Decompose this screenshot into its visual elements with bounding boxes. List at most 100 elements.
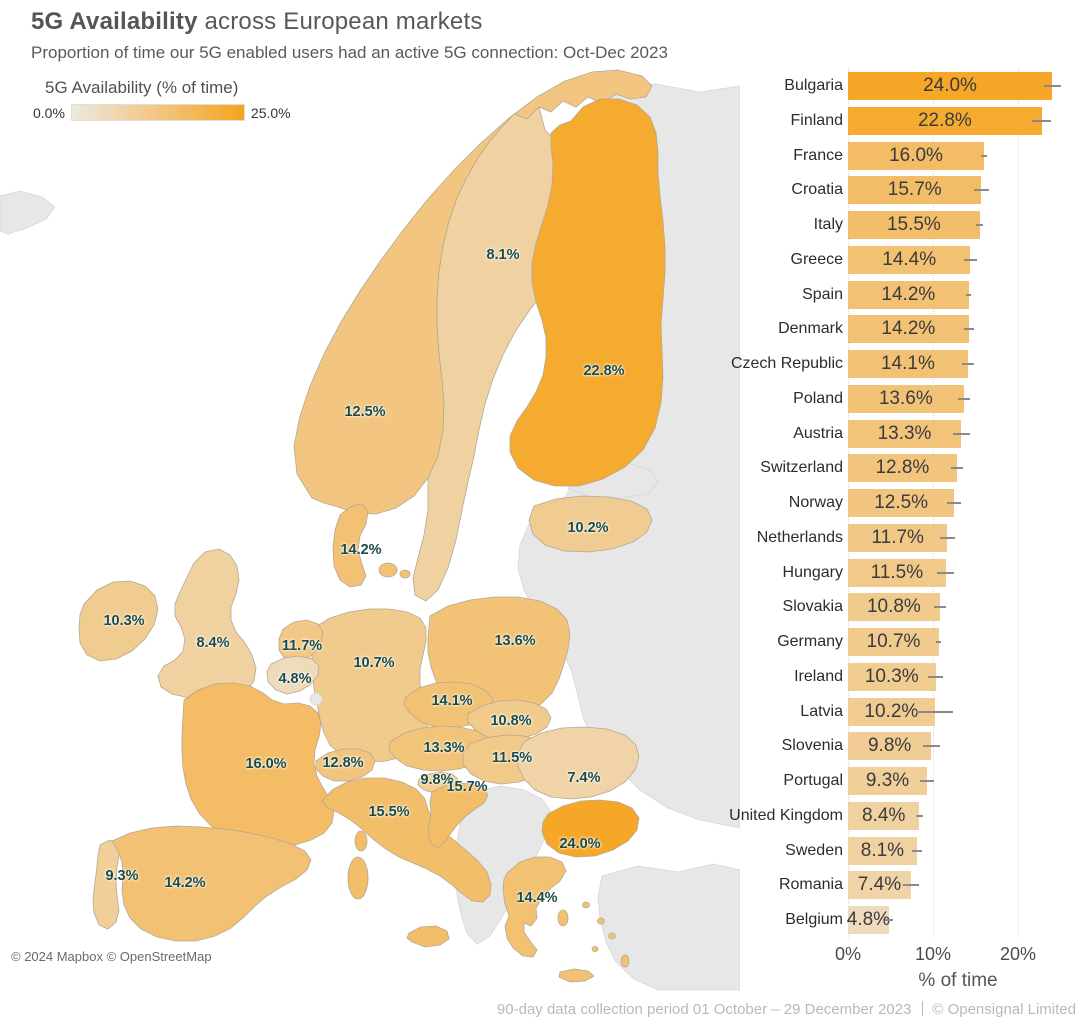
error-bar: [950, 467, 963, 470]
bar-category-label: Finland: [790, 111, 843, 129]
map-country-sicily[interactable]: [406, 925, 450, 948]
map-country-bulgaria[interactable]: [541, 799, 640, 858]
bar-category-label: Czech Republic: [730, 355, 843, 372]
bar[interactable]: 10.7%: [848, 628, 939, 656]
bar-category-label: Italy: [813, 216, 843, 233]
bar-value-label: 10.2%: [864, 700, 919, 722]
bar[interactable]: 14.2%: [848, 315, 969, 344]
map-country-greek-island[interactable]: [597, 917, 605, 925]
bar[interactable]: 13.3%: [848, 419, 962, 448]
bar-value-label: 10.3%: [864, 665, 919, 687]
map-country-denmark[interactable]: [332, 503, 369, 588]
bar-category-label: Portugal: [783, 772, 843, 789]
map-country-switzerland[interactable]: [315, 748, 376, 782]
map-country-latvia[interactable]: [528, 495, 653, 553]
bar[interactable]: 15.7%: [848, 176, 982, 205]
error-bar: [963, 258, 978, 261]
bar[interactable]: 14.1%: [848, 350, 968, 378]
bar[interactable]: 16.0%: [848, 141, 984, 170]
bar-category-label: Croatia: [791, 181, 843, 199]
page-title: 5G Availability across European markets: [31, 8, 668, 36]
bar-value-label: 14.2%: [881, 318, 936, 340]
bar-value-label: 15.7%: [887, 179, 942, 201]
map-country-croatia[interactable]: [427, 782, 489, 849]
bar[interactable]: 8.1%: [848, 836, 917, 865]
bar[interactable]: 24.0%: [848, 72, 1052, 100]
bar[interactable]: 11.7%: [848, 523, 948, 552]
bar[interactable]: 10.3%: [848, 662, 936, 691]
bar-category-label: Belgium: [785, 911, 843, 928]
bar[interactable]: 11.5%: [848, 558, 946, 587]
map-country-sardinia[interactable]: [347, 856, 369, 900]
map-attribution[interactable]: © 2024 Mapbox © OpenStreetMap: [2, 945, 221, 968]
map-country-belgium[interactable]: [266, 655, 320, 695]
bar[interactable]: 10.2%: [848, 697, 935, 726]
x-axis-tick: 20%: [999, 944, 1037, 964]
bar-value-label: 9.8%: [867, 735, 912, 757]
bar-value-label: 13.3%: [877, 422, 932, 444]
x-axis-title: % of time: [918, 970, 998, 991]
error-bar: [933, 606, 946, 609]
error-bar: [903, 884, 919, 887]
bar-value-label: 9.3%: [865, 770, 910, 791]
bar[interactable]: 12.8%: [848, 454, 957, 483]
bar[interactable]: 7.4%: [848, 871, 911, 900]
bar[interactable]: 8.4%: [848, 801, 920, 830]
legend-gradient-bar: [70, 104, 245, 121]
x-axis-tick: 10%: [914, 944, 952, 964]
map-country-netherlands[interactable]: [278, 619, 324, 664]
bar-value-label: 10.8%: [866, 596, 921, 618]
bar[interactable]: 14.2%: [848, 280, 969, 309]
map-country-corsica[interactable]: [354, 830, 368, 852]
map-country-finland[interactable]: [509, 98, 666, 487]
bar[interactable]: 22.8%: [848, 106, 1042, 135]
error-bar: [976, 224, 984, 226]
bar-value-label: 14.1%: [880, 353, 935, 374]
bar[interactable]: 14.4%: [848, 245, 971, 274]
bar-category-label: Denmark: [778, 320, 843, 338]
map-country-denmark-islands[interactable]: [399, 569, 411, 579]
bar-category-label: Ireland: [794, 667, 843, 685]
map-country-greece[interactable]: [502, 856, 567, 958]
bar[interactable]: 15.5%: [848, 211, 980, 239]
map-country-spain[interactable]: [111, 825, 312, 942]
error-bar: [963, 328, 974, 331]
bar-category-label: Poland: [793, 389, 843, 407]
bar-category-label: Bulgaria: [784, 77, 843, 94]
bar-value-label: 22.8%: [917, 109, 972, 131]
bar[interactable]: 9.8%: [848, 732, 932, 761]
map-country-ireland[interactable]: [78, 580, 159, 662]
footer-period: 90-day data collection period 01 October…: [496, 1001, 912, 1018]
bar-value-label: 11.7%: [871, 526, 924, 548]
footer: 90-day data collection period 01 October…: [497, 1001, 1076, 1018]
map-country-rhodes[interactable]: [620, 954, 630, 968]
map-country-italy[interactable]: [321, 777, 492, 903]
error-bar: [911, 849, 922, 852]
map-country-greek-island[interactable]: [582, 901, 590, 909]
bar-category-label: Romania: [778, 876, 843, 894]
bar[interactable]: 9.3%: [848, 767, 928, 795]
bar[interactable]: 4.8%: [847, 906, 890, 934]
error-bar: [927, 675, 944, 678]
bar-value-label: 14.2%: [881, 283, 936, 305]
map-country-denmark-islands[interactable]: [378, 562, 398, 578]
map-country-greek-island[interactable]: [608, 932, 616, 940]
map-region-luxembourg-noncovered: [309, 692, 323, 706]
error-bar: [884, 919, 894, 921]
map-country-crete[interactable]: [558, 968, 595, 983]
map-country-greek-island[interactable]: [591, 946, 599, 952]
bar[interactable]: 10.8%: [848, 593, 940, 622]
bar-category-label: Greece: [790, 250, 843, 268]
map-country-greek-island[interactable]: [557, 909, 569, 927]
error-bar: [1032, 119, 1052, 122]
error-bar: [936, 641, 942, 643]
bar-category-label: France: [793, 146, 843, 164]
bar[interactable]: 13.6%: [848, 384, 964, 413]
bar-category-label: Hungary: [782, 563, 843, 581]
bar[interactable]: 12.5%: [848, 489, 955, 517]
bar-value-label: 10.7%: [866, 631, 921, 652]
bar-category-label: Spain: [802, 285, 843, 303]
europe-map: [0, 69, 740, 991]
map-country-romania[interactable]: [517, 726, 640, 800]
error-bar: [916, 710, 954, 713]
